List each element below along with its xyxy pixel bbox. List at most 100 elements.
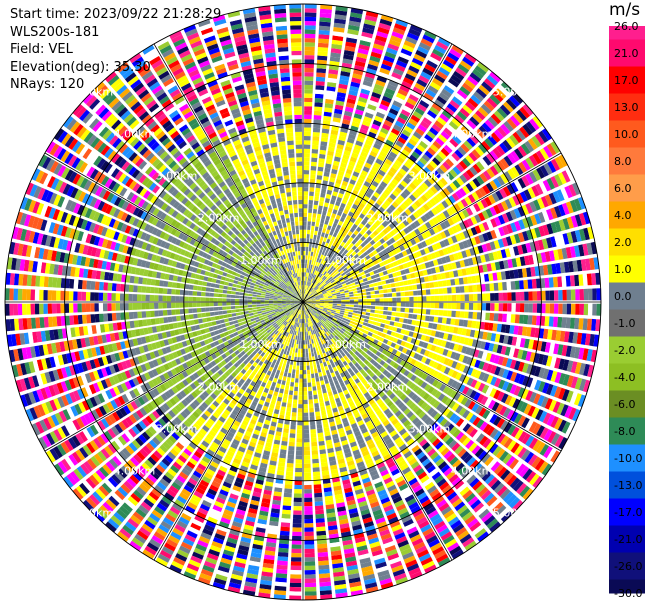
ray-cell: [361, 199, 368, 206]
ray-cell: [310, 234, 314, 239]
ray-cell: [303, 267, 305, 273]
ray-cell: [317, 51, 328, 57]
ray-cell: [306, 290, 309, 295]
ray-cell: [371, 180, 379, 188]
ray-cell: [310, 269, 314, 274]
ray-cell: [303, 293, 306, 298]
ray-cell: [331, 236, 336, 242]
ray-cell: [303, 148, 311, 154]
ray-cell: [396, 92, 407, 101]
ray-cell: [348, 211, 354, 217]
ray-cell: [304, 59, 315, 64]
ray-cell: [395, 19, 409, 28]
ray-cell: [403, 77, 414, 86]
ray-cell: [306, 234, 310, 239]
ray-cell: [386, 155, 395, 163]
ray-cell: [410, 61, 422, 70]
ray-cell: [304, 127, 312, 132]
ray-cell: [335, 100, 345, 106]
ray-cell: [402, 105, 413, 114]
ray-cell: [330, 129, 339, 136]
ray-cell: [331, 213, 336, 219]
ray-cell: [309, 260, 312, 265]
ray-cell: [309, 273, 312, 278]
ray-cell: [304, 289, 307, 294]
ray-cell: [308, 286, 311, 291]
ray-cell: [320, 245, 324, 251]
ray-cell: [328, 249, 333, 254]
ray-cell: [359, 92, 369, 100]
ray-cell: [304, 50, 315, 56]
ray-cell: [315, 252, 319, 258]
ray-cell: [351, 152, 359, 159]
ray-cells: [5, 4, 601, 600]
ray-cell: [366, 108, 376, 115]
ray-cell: [420, 71, 432, 80]
ray-cell: [305, 285, 308, 290]
ray-cell: [324, 242, 329, 248]
ray-cell: [313, 270, 317, 275]
ray-cell: [323, 237, 327, 243]
ray-cell: [335, 201, 341, 207]
ray-cell: [324, 107, 333, 113]
ray-cell: [314, 230, 318, 236]
ray-cell: [394, 23, 407, 32]
ray-cell: [334, 104, 344, 111]
ray-cell: [339, 131, 348, 138]
ray-cell: [346, 201, 353, 207]
ray-cell: [344, 45, 356, 52]
ray-cell: [415, 49, 428, 59]
ray-cell: [310, 287, 313, 292]
ray-cell: [303, 289, 305, 294]
ray-cell: [304, 80, 314, 86]
ray-cell: [336, 196, 342, 203]
ray-cell: [328, 69, 339, 75]
ray-cell: [365, 10, 379, 18]
ray-cell: [345, 37, 358, 44]
ray-cell: [307, 272, 309, 277]
ray-cell: [304, 280, 307, 286]
ray-cell: [362, 166, 370, 173]
ray-cell: [307, 221, 311, 226]
ray-cell: [409, 24, 423, 33]
ray-cell: [304, 42, 315, 47]
ray-cell: [357, 177, 365, 184]
ray-cell: [375, 111, 385, 119]
ray-cell: [315, 187, 321, 193]
ray-cell: [338, 83, 348, 90]
ray-cell: [339, 75, 350, 81]
ray-cell: [304, 131, 311, 137]
ray-cell: [394, 120, 405, 129]
ray-cell: [313, 115, 322, 120]
ray-cell: [341, 212, 347, 219]
ray-cell: [310, 166, 317, 171]
ray-cell: [304, 135, 311, 141]
ray-cell: [305, 289, 308, 294]
ray-cell: [328, 65, 339, 71]
ray-cell: [364, 112, 374, 119]
ray-cell: [338, 220, 344, 226]
ray-cell: [331, 250, 336, 256]
ray-cell: [312, 136, 320, 141]
ray-cell: [360, 88, 371, 96]
ray-cell: [311, 161, 317, 167]
ray-cell: [354, 60, 366, 68]
ray-cell: [436, 70, 448, 80]
ray-cell: [348, 89, 358, 97]
ray-cell: [303, 191, 309, 196]
ray-cell: [362, 80, 373, 87]
ray-cell: [436, 41, 449, 51]
ray-cell: [327, 150, 334, 157]
ray-cell: [303, 204, 308, 209]
ray-cell: [329, 56, 341, 63]
ray-cell: [412, 86, 423, 95]
ray-cell: [310, 251, 314, 257]
ray-cell: [392, 100, 403, 108]
ray-cell: [345, 168, 353, 175]
ray-cell: [319, 249, 323, 255]
ray-cell: [354, 167, 362, 174]
ray-cell: [306, 281, 309, 286]
ray-cell: [334, 156, 341, 162]
ray-cell: [399, 52, 411, 61]
ray-cell: [391, 72, 402, 80]
